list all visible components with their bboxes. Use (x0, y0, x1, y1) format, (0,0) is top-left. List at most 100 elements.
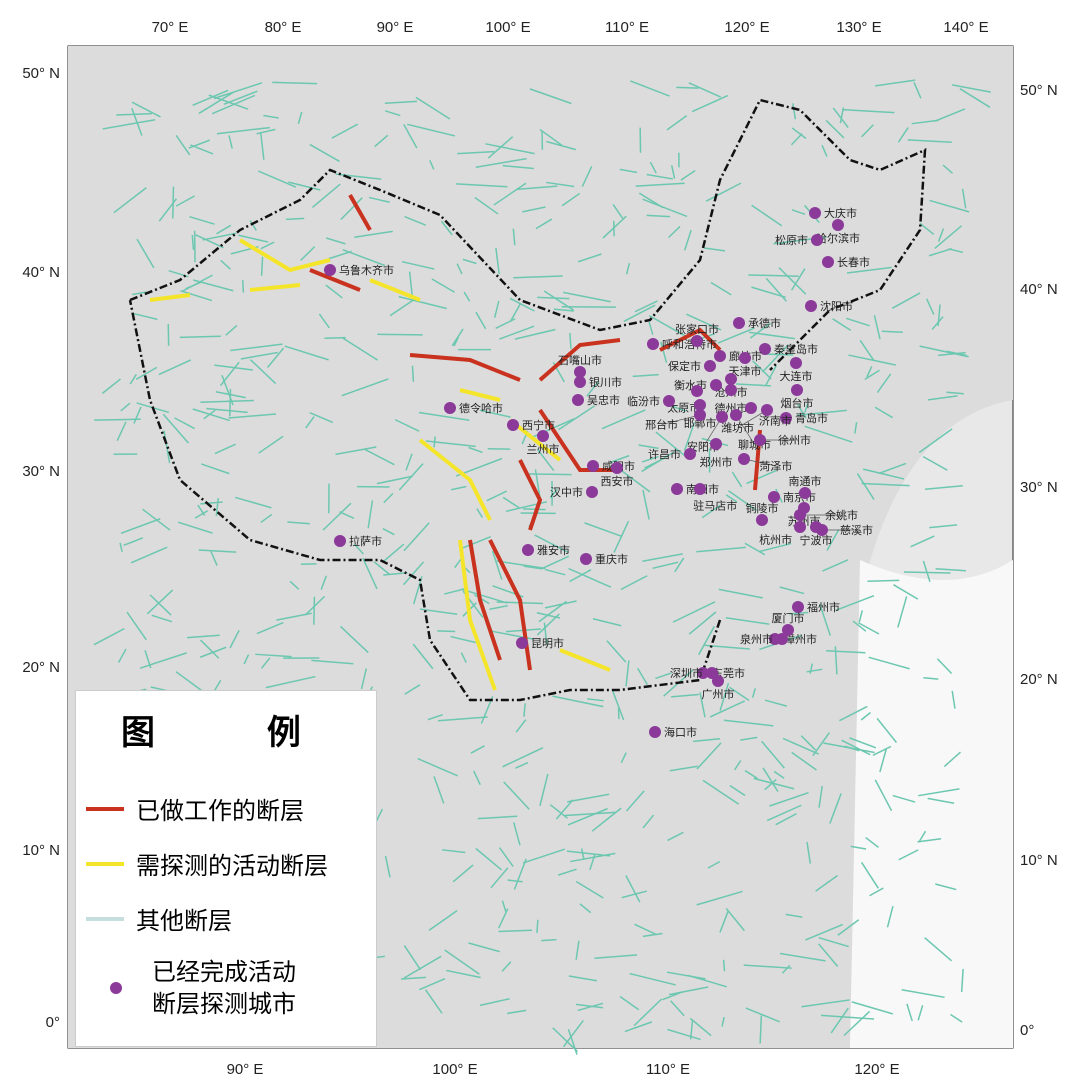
other-fault (555, 799, 574, 820)
other-fault (228, 135, 233, 149)
other-fault (415, 96, 451, 120)
top-tick-label: 100° E (485, 19, 530, 36)
other-fault (913, 81, 922, 99)
other-fault (162, 413, 189, 444)
other-fault (539, 128, 563, 146)
other-fault (844, 745, 860, 752)
other-fault (523, 565, 543, 570)
other-fault (773, 770, 785, 779)
to-detect-fault (249, 283, 301, 292)
other-fault (325, 284, 343, 299)
other-fault (791, 209, 806, 215)
other-fault (721, 1016, 725, 1027)
other-fault (832, 107, 849, 129)
city-marker (691, 335, 703, 347)
other-fault (611, 689, 625, 721)
other-fault (462, 258, 477, 265)
other-fault (328, 250, 352, 260)
city-marker (691, 385, 703, 397)
other-fault (126, 611, 147, 641)
other-fault (717, 327, 755, 344)
other-fault (493, 182, 527, 206)
city-marker (694, 409, 706, 421)
legend-item-to-detect: 需探测的活动断层 (86, 846, 328, 881)
other-fault (229, 389, 232, 417)
other-fault (893, 584, 919, 600)
other-fault (411, 365, 415, 382)
other-fault (479, 997, 510, 1007)
other-fault (287, 521, 310, 525)
studied-fault (659, 327, 722, 352)
city-marker (572, 394, 584, 406)
other-fault (938, 351, 966, 357)
other-fault (192, 89, 229, 106)
other-fault (922, 455, 948, 471)
city-marker (611, 462, 623, 474)
city-marker (574, 366, 586, 378)
city-marker (725, 384, 737, 396)
city-label: 石嘴山市 (558, 353, 602, 367)
city-marker (809, 207, 821, 219)
other-fault (917, 1005, 924, 1021)
other-fault (689, 1017, 712, 1037)
other-fault (191, 234, 195, 251)
other-fault (240, 351, 278, 360)
other-fault (862, 468, 905, 480)
other-fault (849, 737, 877, 749)
other-fault (200, 399, 254, 403)
other-fault (322, 502, 352, 531)
other-fault (340, 197, 363, 221)
city-marker (822, 256, 834, 268)
city-label: 雅安市 (537, 543, 570, 557)
city-marker (647, 338, 659, 350)
city-label: 西宁市 (522, 418, 555, 432)
other-fault (843, 1010, 871, 1037)
other-fault (950, 1013, 963, 1023)
other-fault (495, 247, 500, 275)
other-fault (241, 280, 245, 293)
other-fault (937, 228, 945, 242)
other-fault (818, 603, 832, 636)
other-fault (513, 275, 563, 279)
other-fault (367, 500, 374, 529)
other-fault (475, 311, 487, 330)
other-fault (215, 498, 220, 517)
left-tick-label: 50° N (22, 65, 60, 82)
other-fault (850, 845, 867, 850)
city-marker (738, 453, 750, 465)
other-fault (725, 617, 770, 625)
other-fault (765, 277, 788, 302)
other-fault (541, 555, 570, 570)
other-fault (744, 542, 766, 556)
other-fault (764, 779, 777, 791)
other-fault (642, 198, 688, 218)
other-fault (120, 518, 161, 535)
legend-label: 已做工作的断层 (136, 797, 304, 825)
other-fault (181, 274, 213, 293)
city-label: 郑州市 (700, 455, 733, 469)
other-fault (642, 489, 650, 520)
other-fault (761, 344, 789, 373)
other-fault (340, 625, 369, 654)
other-fault (806, 668, 823, 673)
city-marker (716, 411, 728, 423)
other-fault (911, 119, 939, 125)
other-fault (188, 139, 210, 149)
other-fault (564, 811, 616, 817)
other-fault (538, 600, 567, 623)
other-fault (417, 757, 458, 777)
other-fault (937, 304, 941, 327)
city-marker (671, 483, 683, 495)
other-fault (501, 900, 507, 912)
other-fault (751, 688, 756, 698)
other-fault (513, 822, 521, 846)
other-fault (796, 409, 847, 417)
right-tick-label: 10° N (1020, 852, 1058, 869)
other-fault (374, 134, 389, 148)
other-fault (460, 588, 508, 604)
legend-item-other: 其他断层 (86, 901, 232, 936)
other-fault (402, 561, 425, 586)
other-fault (670, 1000, 685, 1017)
other-fault (360, 668, 368, 690)
other-fault (959, 88, 991, 108)
